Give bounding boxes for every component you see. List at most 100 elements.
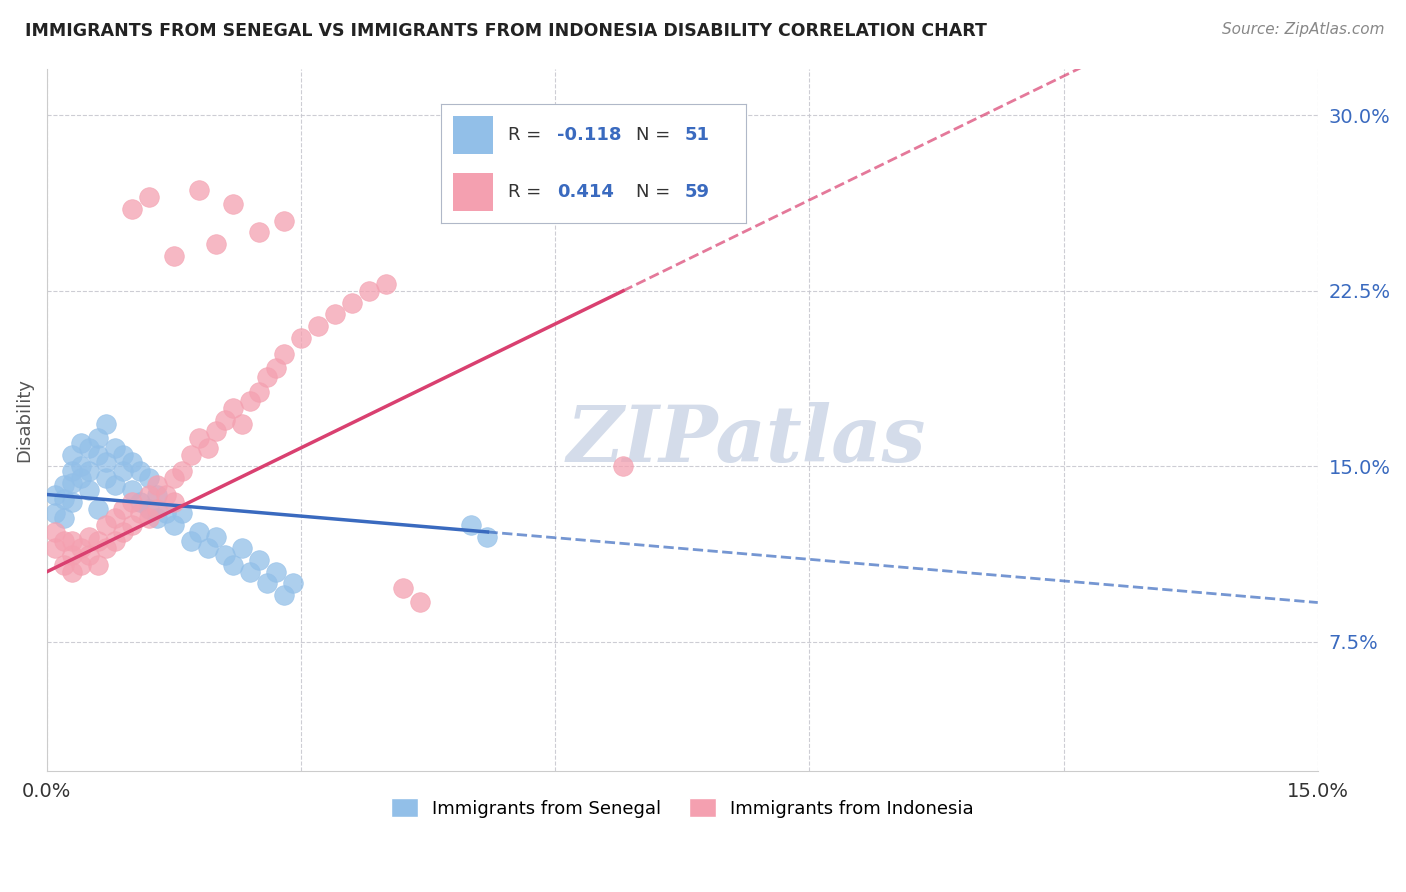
Point <box>188 524 211 539</box>
Point <box>52 478 75 492</box>
Point <box>138 511 160 525</box>
Point <box>112 524 135 539</box>
Point <box>129 506 152 520</box>
Point <box>264 565 287 579</box>
Point <box>69 471 91 485</box>
Point <box>256 576 278 591</box>
Point <box>323 307 346 321</box>
Point <box>138 190 160 204</box>
Point <box>163 249 186 263</box>
Point <box>290 331 312 345</box>
Point <box>44 506 66 520</box>
Point <box>121 483 143 497</box>
Point <box>231 417 253 432</box>
Point <box>247 553 270 567</box>
Point <box>239 565 262 579</box>
Point <box>77 483 100 497</box>
Point <box>44 541 66 556</box>
Text: ZIPatlas: ZIPatlas <box>567 402 925 479</box>
Point <box>205 425 228 439</box>
Point <box>87 448 110 462</box>
Point <box>264 361 287 376</box>
Point <box>146 511 169 525</box>
Point <box>77 530 100 544</box>
Point <box>180 448 202 462</box>
Point <box>121 494 143 508</box>
Point <box>340 295 363 310</box>
Point <box>87 558 110 572</box>
Point <box>69 436 91 450</box>
Point <box>155 506 177 520</box>
Point <box>188 431 211 445</box>
Point <box>112 448 135 462</box>
Point <box>60 464 83 478</box>
Point <box>222 197 245 211</box>
Point <box>129 464 152 478</box>
Point <box>197 541 219 556</box>
Point <box>391 581 413 595</box>
Point <box>205 237 228 252</box>
Point <box>146 478 169 492</box>
Point <box>52 511 75 525</box>
Point <box>273 213 295 227</box>
Point <box>129 494 152 508</box>
Point <box>60 475 83 490</box>
Point <box>163 471 186 485</box>
Point <box>281 576 304 591</box>
Point <box>69 541 91 556</box>
Point <box>44 524 66 539</box>
Point <box>104 441 127 455</box>
Point <box>96 541 118 556</box>
Point <box>460 517 482 532</box>
Point <box>121 517 143 532</box>
Point <box>69 459 91 474</box>
Point <box>146 501 169 516</box>
Point <box>155 487 177 501</box>
Point <box>60 565 83 579</box>
Point <box>138 501 160 516</box>
Point <box>222 558 245 572</box>
Point <box>77 549 100 563</box>
Point <box>121 455 143 469</box>
Point <box>231 541 253 556</box>
Point <box>205 530 228 544</box>
Point <box>77 464 100 478</box>
Point <box>60 549 83 563</box>
Point <box>104 534 127 549</box>
Point <box>477 530 499 544</box>
Point <box>52 534 75 549</box>
Point <box>96 455 118 469</box>
Point <box>112 501 135 516</box>
Point <box>247 225 270 239</box>
Text: IMMIGRANTS FROM SENEGAL VS IMMIGRANTS FROM INDONESIA DISABILITY CORRELATION CHAR: IMMIGRANTS FROM SENEGAL VS IMMIGRANTS FR… <box>25 22 987 40</box>
Point <box>87 534 110 549</box>
Point <box>146 487 169 501</box>
Point <box>69 558 91 572</box>
Point <box>52 492 75 507</box>
Point <box>273 588 295 602</box>
Point <box>96 417 118 432</box>
Point <box>121 202 143 216</box>
Point <box>188 183 211 197</box>
Point <box>408 595 430 609</box>
Text: Source: ZipAtlas.com: Source: ZipAtlas.com <box>1222 22 1385 37</box>
Point <box>60 534 83 549</box>
Point <box>214 549 236 563</box>
Point <box>357 284 380 298</box>
Point <box>197 441 219 455</box>
Point <box>222 401 245 415</box>
Point <box>104 511 127 525</box>
Point <box>307 318 329 333</box>
Point <box>52 558 75 572</box>
Point <box>273 347 295 361</box>
Point <box>87 431 110 445</box>
Point <box>172 464 194 478</box>
Point <box>112 464 135 478</box>
Y-axis label: Disability: Disability <box>15 377 32 461</box>
Point <box>138 471 160 485</box>
Point <box>60 494 83 508</box>
Point <box>104 478 127 492</box>
Legend: Immigrants from Senegal, Immigrants from Indonesia: Immigrants from Senegal, Immigrants from… <box>384 791 981 825</box>
Point <box>247 384 270 399</box>
Point <box>163 494 186 508</box>
